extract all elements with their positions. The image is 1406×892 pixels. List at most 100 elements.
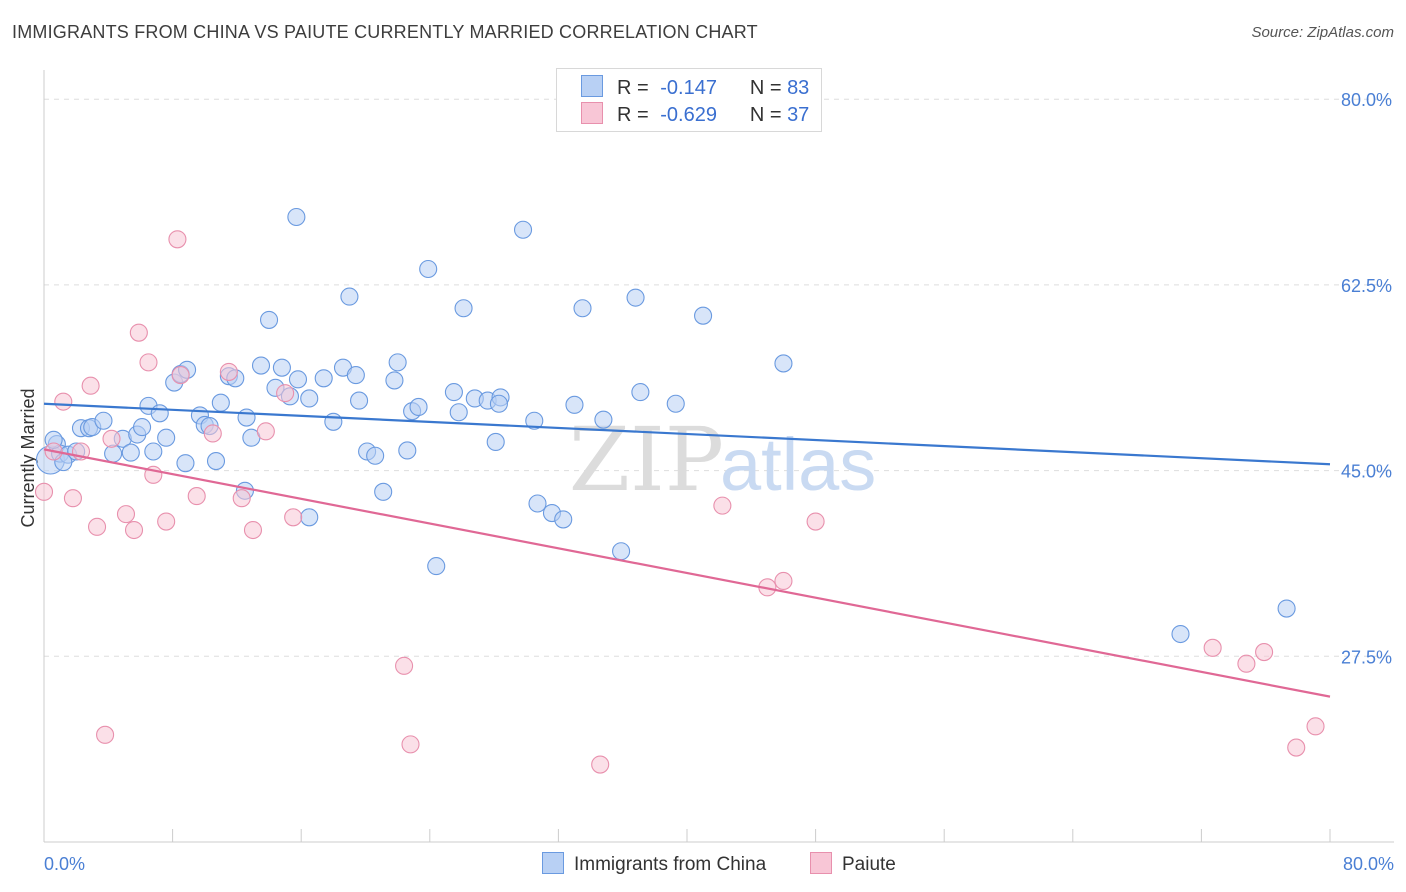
y-tick-label: 62.5%: [1341, 276, 1392, 296]
china-trend-line: [43, 402, 1331, 466]
y-tick-label: 45.0%: [1341, 462, 1392, 482]
paiute-point: [1287, 738, 1306, 757]
paiute-point: [774, 571, 793, 591]
china-point: [1171, 624, 1190, 644]
china-point: [409, 397, 428, 416]
china-point: [774, 354, 793, 373]
paiute-point: [401, 735, 420, 754]
china-point: [259, 310, 279, 329]
paiute-point: [256, 422, 275, 441]
legend-swatch-paiute: [581, 102, 603, 124]
china-point: [666, 394, 685, 413]
paiute-point: [1255, 643, 1274, 662]
paiute-point: [1237, 654, 1256, 673]
x-axis-ticks: [43, 829, 1331, 842]
legend-r-label: R =: [617, 77, 649, 99]
paiute-point: [124, 520, 144, 540]
paiute-point: [171, 366, 190, 385]
china-point: [300, 389, 319, 408]
paiute-point: [395, 656, 414, 675]
paiute-point: [168, 230, 187, 249]
china-point: [211, 393, 230, 412]
legend-row-paiute: R = -0.629 N = 37: [581, 102, 809, 128]
china-point: [525, 411, 544, 430]
paiute-point: [232, 489, 251, 508]
china-point: [419, 259, 438, 279]
paiute-point: [116, 505, 136, 524]
paiute-point: [1306, 717, 1325, 736]
paiute-point: [713, 496, 732, 515]
china-point: [350, 391, 369, 410]
paiute-point: [81, 376, 100, 395]
china-point: [513, 220, 533, 239]
china-point: [528, 494, 547, 513]
china-point: [366, 446, 385, 465]
china-point: [554, 510, 573, 529]
china-point: [486, 432, 505, 452]
chart-source: Source: ZipAtlas.com: [1251, 24, 1394, 41]
china-point: [300, 508, 319, 527]
paiute-point: [203, 424, 222, 443]
paiute-point: [87, 517, 107, 536]
china-point: [157, 428, 176, 447]
china-point: [398, 441, 417, 460]
china-point: [385, 371, 404, 390]
bottom-legend-label-china: Immigrants from China: [574, 854, 767, 875]
china-point: [314, 369, 333, 388]
paiute-point: [63, 489, 82, 508]
china-point: [150, 404, 169, 423]
legend-r-value-paiute: -0.629: [660, 104, 717, 126]
y-tick-label: 27.5%: [1341, 647, 1392, 667]
china-point: [489, 394, 508, 413]
legend-n-value-china: 83: [787, 77, 810, 99]
legend-row-china: R = -0.147 N = 83: [581, 75, 809, 101]
china-point: [237, 408, 256, 427]
bottom-legend-swatch-paiute: [810, 852, 832, 874]
correlation-legend: R = -0.147 N = 83 R = -0.629 N = 37: [556, 68, 822, 132]
paiute-point: [157, 512, 176, 531]
chart-title: IMMIGRANTS FROM CHINA VS PAIUTE CURRENTL…: [12, 22, 758, 42]
legend-n-value-paiute: 37: [787, 104, 810, 126]
bottom-legend-label-paiute: Paiute: [842, 854, 896, 875]
china-point: [388, 353, 407, 372]
bottom-legend-swatch-china: [542, 852, 564, 874]
paiute-point: [284, 508, 303, 527]
china-point: [340, 287, 359, 306]
china-point: [94, 411, 113, 430]
trend-lines: [43, 402, 1331, 698]
paiute-point: [276, 384, 295, 403]
china-point: [144, 442, 163, 461]
china-point: [287, 207, 306, 227]
y-axis-tick-labels: 27.5% 45.0% 62.5% 80.0%: [1341, 90, 1392, 667]
paiute-point: [139, 353, 158, 372]
y-axis-label: Currently Married: [18, 388, 38, 527]
paiute-point: [187, 487, 206, 506]
x-tick-label-min: 0.0%: [44, 854, 85, 874]
china-point: [626, 288, 645, 307]
y-tick-label: 80.0%: [1341, 90, 1392, 110]
legend-r-value-china: -0.147: [660, 77, 717, 99]
paiute-point: [54, 392, 73, 411]
legend-n-label: N =: [749, 104, 782, 126]
china-point: [444, 383, 463, 402]
paiute-point: [243, 520, 263, 540]
bottom-legend-paiute[interactable]: Paiute: [810, 852, 896, 876]
china-point: [206, 452, 226, 471]
grid-lines: [44, 98, 1394, 657]
china-point: [324, 412, 343, 431]
china-point: [176, 454, 195, 473]
china-point: [694, 306, 713, 325]
china-point: [1277, 599, 1296, 618]
china-point: [374, 482, 393, 501]
legend-swatch-china: [581, 75, 603, 97]
china-point: [631, 383, 650, 402]
china-point: [573, 299, 592, 318]
china-point: [454, 299, 473, 318]
bottom-legend-china[interactable]: Immigrants from China: [542, 852, 766, 876]
legend-n-label: N =: [749, 77, 782, 99]
china-point: [449, 403, 468, 422]
china-point: [346, 366, 365, 385]
china-point: [612, 542, 631, 561]
paiute-point: [129, 323, 148, 342]
